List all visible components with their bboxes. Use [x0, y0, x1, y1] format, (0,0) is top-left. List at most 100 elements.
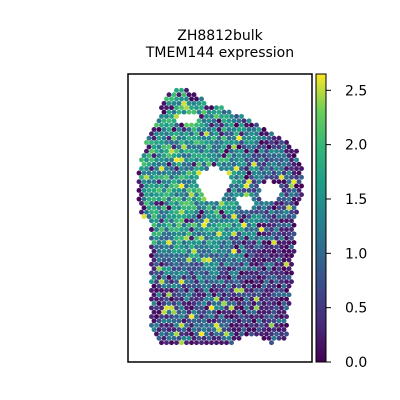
expression-spot	[271, 231, 277, 237]
expression-spot	[164, 305, 169, 311]
expression-spot	[241, 274, 247, 280]
expression-spot	[146, 144, 152, 150]
expression-spot	[224, 331, 229, 337]
expression-spot	[144, 200, 149, 206]
expression-spot	[171, 309, 177, 315]
expression-spot	[186, 100, 192, 106]
expression-spot	[279, 174, 284, 180]
expression-spot	[181, 214, 187, 219]
expression-spot	[291, 187, 297, 193]
expression-spot	[154, 287, 159, 293]
expression-spot	[161, 274, 167, 280]
expression-spot	[166, 231, 172, 237]
expression-spot	[246, 170, 252, 176]
expression-spot	[284, 322, 289, 328]
expression-spot	[279, 287, 284, 293]
expression-spot	[231, 187, 237, 193]
expression-spot	[251, 205, 257, 211]
expression-spot	[249, 244, 254, 250]
expression-spot	[174, 244, 179, 250]
expression-spot	[229, 340, 234, 346]
expression-spot	[254, 331, 259, 337]
expression-spot	[164, 131, 169, 137]
expression-spot	[181, 144, 187, 150]
expression-spot	[171, 257, 177, 263]
colorbar-tick-label: 1.5	[345, 192, 367, 208]
expression-spot	[159, 279, 164, 285]
expression-spot	[246, 118, 252, 124]
expression-spot	[276, 179, 282, 185]
expression-spot	[239, 322, 244, 328]
expression-spot	[196, 118, 202, 124]
expression-spot	[189, 166, 194, 172]
expression-spot	[221, 335, 227, 341]
expression-spot	[159, 322, 164, 328]
expression-spot	[276, 161, 282, 167]
expression-spot	[171, 161, 177, 167]
expression-spot	[271, 153, 277, 159]
expression-spot	[194, 340, 199, 346]
expression-spot	[184, 331, 189, 337]
expression-spot	[241, 318, 247, 324]
expression-spot	[184, 209, 189, 215]
expression-spot	[171, 335, 177, 341]
expression-spot	[199, 279, 204, 285]
expression-spot	[199, 227, 204, 232]
expression-spot	[176, 222, 182, 228]
expression-spot	[266, 309, 272, 315]
expression-spot	[211, 257, 217, 263]
expression-spot	[239, 218, 244, 224]
expression-spot	[229, 261, 234, 267]
expression-spot	[144, 157, 149, 163]
expression-spot	[244, 253, 249, 259]
expression-spot	[219, 244, 224, 250]
expression-spot	[226, 257, 232, 263]
expression-spot	[209, 279, 214, 285]
expression-spot	[149, 183, 154, 189]
expression-spot	[251, 257, 257, 263]
expression-spot	[164, 270, 169, 276]
expression-spot	[209, 253, 214, 259]
expression-spot	[171, 231, 177, 237]
expression-spot	[174, 87, 179, 93]
expression-spot	[219, 340, 224, 346]
expression-spot	[241, 222, 247, 228]
expression-spot	[196, 292, 202, 298]
expression-spot	[206, 205, 212, 211]
expression-spot	[246, 153, 252, 159]
expression-spot	[216, 135, 222, 141]
expression-spot	[221, 266, 227, 272]
expression-spot	[174, 270, 179, 276]
expression-spot	[219, 227, 224, 232]
expression-spot	[166, 144, 172, 150]
expression-spot	[289, 200, 294, 206]
expression-spot	[149, 287, 154, 293]
expression-spot	[151, 283, 157, 289]
expression-spot	[171, 222, 177, 228]
expression-spot	[281, 214, 287, 219]
expression-spot	[286, 187, 292, 193]
expression-spot	[251, 135, 257, 141]
expression-spot	[236, 335, 242, 341]
expression-spot	[244, 314, 249, 320]
expression-spot	[151, 153, 157, 159]
expression-spot	[204, 340, 209, 346]
expression-spot	[241, 144, 247, 150]
expression-spot	[199, 322, 204, 328]
expression-spot	[266, 161, 272, 167]
expression-spot	[156, 144, 162, 150]
expression-spot	[166, 92, 172, 98]
expression-spot	[209, 218, 214, 224]
expression-spot	[196, 109, 202, 115]
expression-spot	[161, 179, 167, 185]
expression-spot	[164, 148, 169, 154]
expression-spot	[151, 144, 157, 150]
expression-spot	[154, 253, 159, 259]
expression-spot	[286, 214, 292, 219]
expression-spot	[251, 187, 257, 193]
expression-spot	[229, 140, 234, 145]
expression-spot	[289, 235, 294, 241]
expression-spot	[239, 235, 244, 241]
expression-spot	[159, 148, 164, 154]
expression-spot	[261, 179, 267, 185]
